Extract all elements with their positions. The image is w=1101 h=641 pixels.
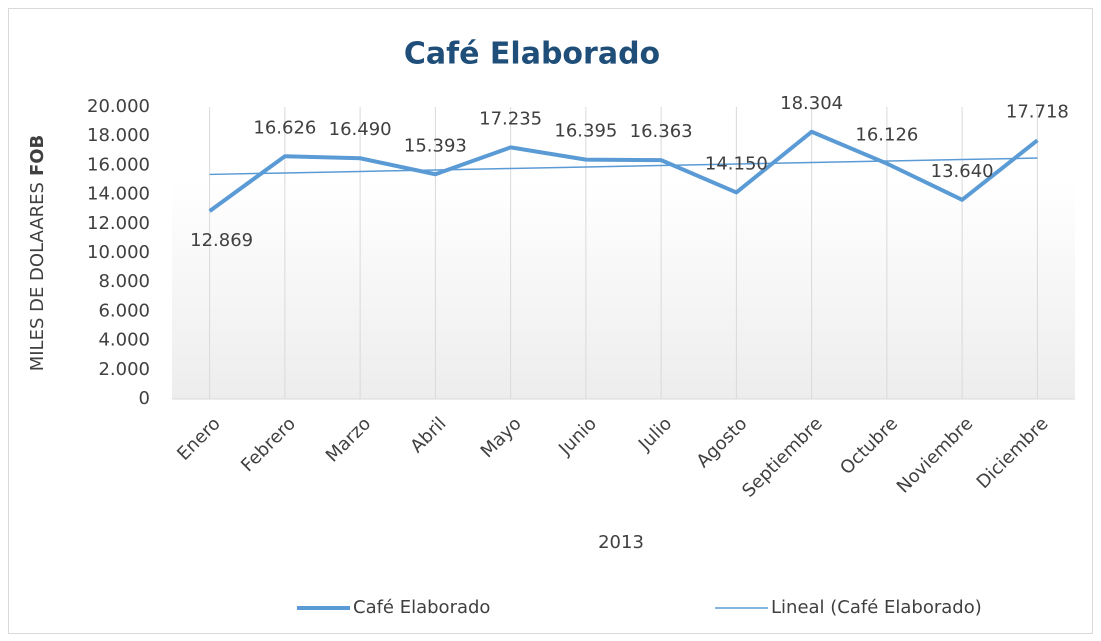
data-label: 16.126 xyxy=(855,125,918,146)
y-tick-label: 10.000 xyxy=(87,242,150,263)
y-tick-label: 4.000 xyxy=(98,330,150,351)
y-tick-label: 14.000 xyxy=(87,184,150,205)
data-label: 14.150 xyxy=(705,153,768,174)
x-axis-label: 2013 xyxy=(598,532,644,553)
y-tick-label: 0 xyxy=(139,388,150,409)
data-label: 16.363 xyxy=(630,121,693,142)
y-tick-label: 12.000 xyxy=(87,213,150,234)
y-axis-label: MILES DE DOLAARES FOB xyxy=(27,135,48,372)
y-tick-label: 18.000 xyxy=(87,125,150,146)
y-tick-label: 8.000 xyxy=(98,271,150,292)
data-label: 15.393 xyxy=(404,135,467,156)
y-axis-label-part: MILES DE DOLAARES xyxy=(27,182,48,371)
data-label: 16.626 xyxy=(253,117,316,138)
legend-label: Café Elaborado xyxy=(353,597,490,618)
data-label: 13.640 xyxy=(931,161,994,182)
data-label: 16.490 xyxy=(329,119,392,140)
y-axis-label-bold: FOB xyxy=(27,135,48,176)
plot-area xyxy=(172,107,1075,399)
data-label: 18.304 xyxy=(780,93,843,114)
y-tick-label: 6.000 xyxy=(98,300,150,321)
data-label: 12.869 xyxy=(190,230,253,251)
data-line xyxy=(208,129,1039,213)
data-label: 17.235 xyxy=(479,108,542,129)
chart-title: Café Elaborado xyxy=(404,37,660,72)
data-label: 16.395 xyxy=(554,121,617,142)
data-label: 17.718 xyxy=(1006,101,1069,122)
legend-label: Lineal (Café Elaborado) xyxy=(771,597,982,618)
y-tick-label: 16.000 xyxy=(87,154,150,175)
y-tick-label: 2.000 xyxy=(98,359,150,380)
trend-line xyxy=(209,157,1038,176)
y-tick-label: 20.000 xyxy=(87,96,150,117)
